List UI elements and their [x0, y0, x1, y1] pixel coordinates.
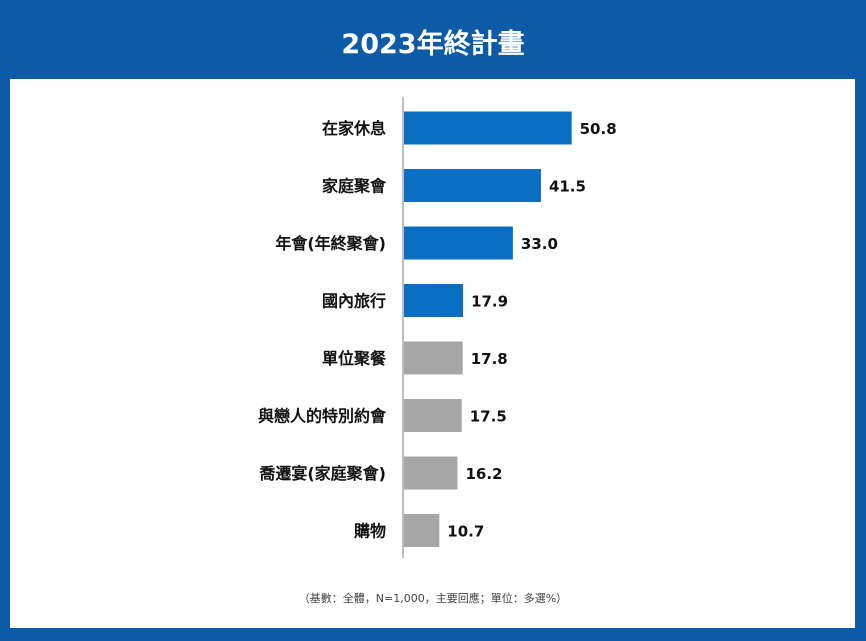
- category-label: 單位聚餐: [322, 349, 387, 368]
- bar: [404, 341, 463, 375]
- value-label: 41.5: [549, 178, 586, 196]
- value-label: 10.7: [447, 523, 484, 541]
- value-label: 50.8: [580, 120, 617, 138]
- value-label: 17.9: [471, 293, 508, 311]
- value-label: 33.0: [521, 235, 558, 253]
- footnote: （基數：全體，N=1,000，主要回應；單位：多選%）: [298, 592, 568, 605]
- value-label: 17.5: [470, 408, 507, 426]
- value-label: 17.8: [471, 350, 508, 368]
- bar: [404, 456, 458, 490]
- category-label: 家庭聚會: [322, 177, 387, 196]
- category-label: 國內旅行: [322, 292, 386, 311]
- bar: [404, 226, 513, 260]
- bar: [404, 399, 462, 432]
- bar: [404, 111, 572, 145]
- chart-title: 2023年終計畫: [341, 29, 525, 60]
- category-label: 購物: [353, 522, 386, 541]
- category-label: 年會(年終聚會): [275, 234, 386, 253]
- bar: [404, 514, 440, 547]
- category-label: 喬遷宴(家庭聚會): [258, 464, 386, 483]
- category-label: 在家休息: [322, 119, 386, 138]
- value-label: 16.2: [465, 465, 502, 483]
- bar: [404, 169, 541, 202]
- bar: [404, 284, 464, 317]
- category-label: 與戀人的特別約會: [258, 407, 387, 426]
